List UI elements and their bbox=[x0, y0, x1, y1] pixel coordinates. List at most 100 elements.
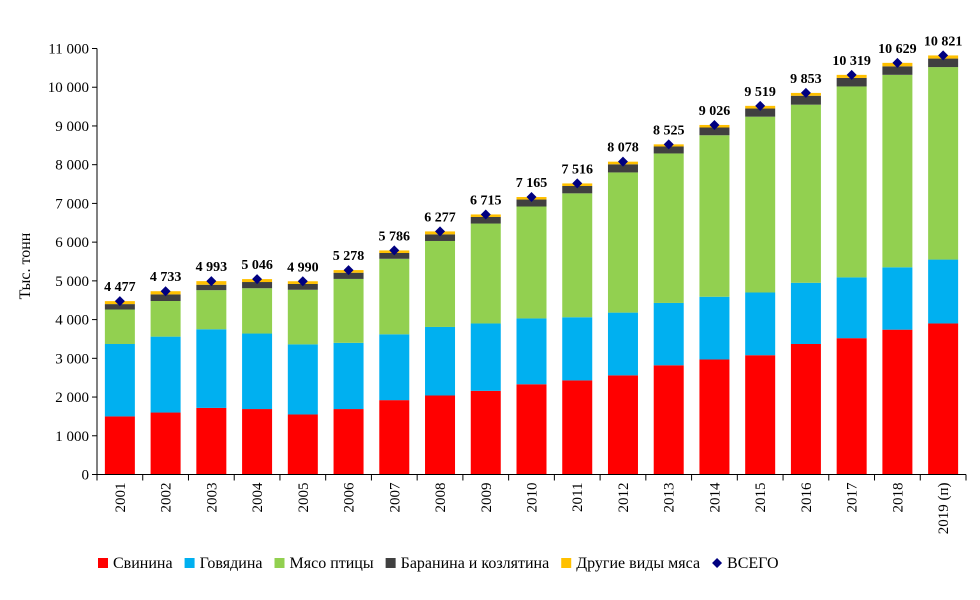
total-data-label: 4 990 bbox=[287, 260, 319, 275]
legend-swatch bbox=[274, 558, 285, 568]
legend-swatch bbox=[184, 558, 195, 568]
bar-segment-3-2012 bbox=[607, 172, 638, 313]
legend-label: Мясо птицы bbox=[290, 555, 374, 572]
legend-label: ВСЕГО bbox=[727, 555, 779, 572]
bar-segment-3-2011 bbox=[562, 193, 593, 318]
y-tick-label: 10 000 bbox=[48, 80, 89, 96]
bar-segment-1-2010 bbox=[516, 384, 547, 475]
x-tick-label: 2003 bbox=[204, 483, 220, 513]
y-tick-label: 6 000 bbox=[55, 235, 89, 251]
bar-segment-4-2002 bbox=[150, 294, 181, 302]
total-marker bbox=[114, 296, 125, 307]
bar-segment-1-2007 bbox=[379, 400, 410, 475]
x-tick-label: 2018 bbox=[890, 483, 906, 513]
bar-segment-4-2003 bbox=[196, 284, 227, 291]
bar-segment-1-2001 bbox=[104, 416, 135, 475]
y-tick-label: 0 bbox=[82, 468, 90, 484]
bar-segment-3-2001 bbox=[104, 309, 135, 344]
bar-segment-3-2008 bbox=[425, 240, 456, 327]
bar-segment-3-2014 bbox=[699, 135, 730, 297]
bar-segment-2-2002 bbox=[150, 336, 181, 413]
total-data-label: 8 078 bbox=[607, 141, 639, 156]
y-tick-labels: 0 1 000 2 000 3 000 4 000 5 000 6 000 7 000 8 00… bbox=[48, 42, 89, 484]
total-marker bbox=[617, 156, 628, 167]
bar-segment-1-2015 bbox=[745, 355, 776, 475]
legend-swatch bbox=[712, 558, 723, 568]
bar-segment-2-2014 bbox=[699, 296, 730, 360]
x-tick-label: 2002 bbox=[159, 483, 175, 513]
x-tick-label: 2017 bbox=[845, 482, 861, 513]
x-tick-label: 2019 (п) bbox=[936, 483, 952, 535]
bar-segment-1-2018 bbox=[882, 329, 913, 475]
bar-segment-2-2012 bbox=[607, 312, 638, 376]
axes-layer bbox=[92, 48, 967, 481]
total-data-label: 10 821 bbox=[924, 34, 963, 49]
total-marker bbox=[160, 286, 171, 297]
bar-segment-3-2005 bbox=[287, 289, 318, 345]
total-data-label: 4 477 bbox=[104, 280, 136, 295]
bar-segment-3-2016 bbox=[790, 104, 821, 283]
bar-segment-1-2019 bbox=[928, 323, 959, 475]
total-data-label: 9 519 bbox=[744, 85, 776, 100]
bar-segment-2-2010 bbox=[516, 318, 547, 385]
x-tick-label: 2012 bbox=[616, 483, 632, 513]
x-tick-label: 2015 bbox=[753, 483, 769, 513]
bar-segment-2-2011 bbox=[562, 317, 593, 381]
bar-segment-1-2003 bbox=[196, 407, 227, 475]
x-tick-label: 2006 bbox=[342, 482, 358, 513]
y-axis-title: Тыс. тонн bbox=[17, 232, 34, 299]
total-data-label: 5 278 bbox=[333, 249, 365, 264]
bar-segment-2-2007 bbox=[379, 334, 410, 401]
legend-swatch bbox=[561, 558, 572, 568]
x-tick-label: 2008 bbox=[433, 483, 449, 513]
bar-segment-3-2007 bbox=[379, 258, 410, 335]
bar-segment-3-2013 bbox=[653, 153, 684, 303]
bar-segment-1-2005 bbox=[287, 414, 318, 475]
bar-segment-2-2009 bbox=[470, 323, 501, 391]
bar-segment-4-2009 bbox=[470, 216, 501, 224]
total-data-label: 5 786 bbox=[379, 229, 411, 244]
bar-segment-3-2017 bbox=[836, 86, 867, 278]
total-marker bbox=[709, 119, 720, 130]
bar-segment-3-2015 bbox=[745, 116, 776, 293]
bar-segment-1-2016 bbox=[790, 343, 821, 475]
bar-segment-3-2002 bbox=[150, 301, 181, 337]
legend-label: Говядина bbox=[200, 555, 263, 572]
y-tick-label: 7 000 bbox=[55, 196, 89, 212]
legend-label: Другие виды мяса bbox=[576, 555, 700, 572]
x-tick-label: 2009 bbox=[479, 483, 495, 513]
y-tick-label: 4 000 bbox=[55, 313, 89, 329]
bar-segment-1-2002 bbox=[150, 412, 181, 475]
x-tick-label: 2004 bbox=[250, 482, 266, 513]
total-data-label: 6 715 bbox=[470, 193, 502, 208]
bar-segment-4-2001 bbox=[104, 304, 135, 310]
bar-segment-1-2017 bbox=[836, 338, 867, 475]
x-tick-labels: 2001 2002 2003 2004 2005 2006 2007 2008 2009 2010… bbox=[113, 482, 952, 534]
y-tick-label: 8 000 bbox=[55, 158, 89, 174]
total-data-label: 4 993 bbox=[196, 260, 228, 275]
bar-segment-3-2009 bbox=[470, 223, 501, 324]
bar-segment-2-2018 bbox=[882, 267, 913, 330]
bar-segment-1-2011 bbox=[562, 380, 593, 475]
total-marker bbox=[480, 209, 491, 220]
bar-segment-3-2003 bbox=[196, 290, 227, 330]
total-data-label: 8 525 bbox=[653, 123, 685, 138]
total-marker bbox=[755, 100, 766, 111]
x-tick-label: 2016 bbox=[799, 482, 815, 513]
bar-segment-1-2012 bbox=[607, 375, 638, 475]
total-marker bbox=[343, 265, 354, 276]
bar-segment-4-2015 bbox=[745, 108, 776, 117]
total-marker bbox=[846, 69, 857, 80]
legend-label: Баранина и козлятина bbox=[401, 555, 550, 572]
bar-segment-2-2004 bbox=[242, 333, 273, 410]
bar-segment-4-2018 bbox=[882, 66, 913, 75]
bar-segment-3-2018 bbox=[882, 74, 913, 268]
x-tick-label: 2011 bbox=[570, 483, 586, 512]
total-data-label: 9 853 bbox=[790, 72, 822, 87]
total-marker bbox=[663, 139, 674, 150]
x-tick-label: 2005 bbox=[296, 483, 312, 513]
total-data-label: 10 319 bbox=[832, 54, 871, 69]
total-marker bbox=[526, 192, 537, 203]
bar-segment-2-2017 bbox=[836, 277, 867, 339]
total-marker bbox=[938, 50, 949, 61]
